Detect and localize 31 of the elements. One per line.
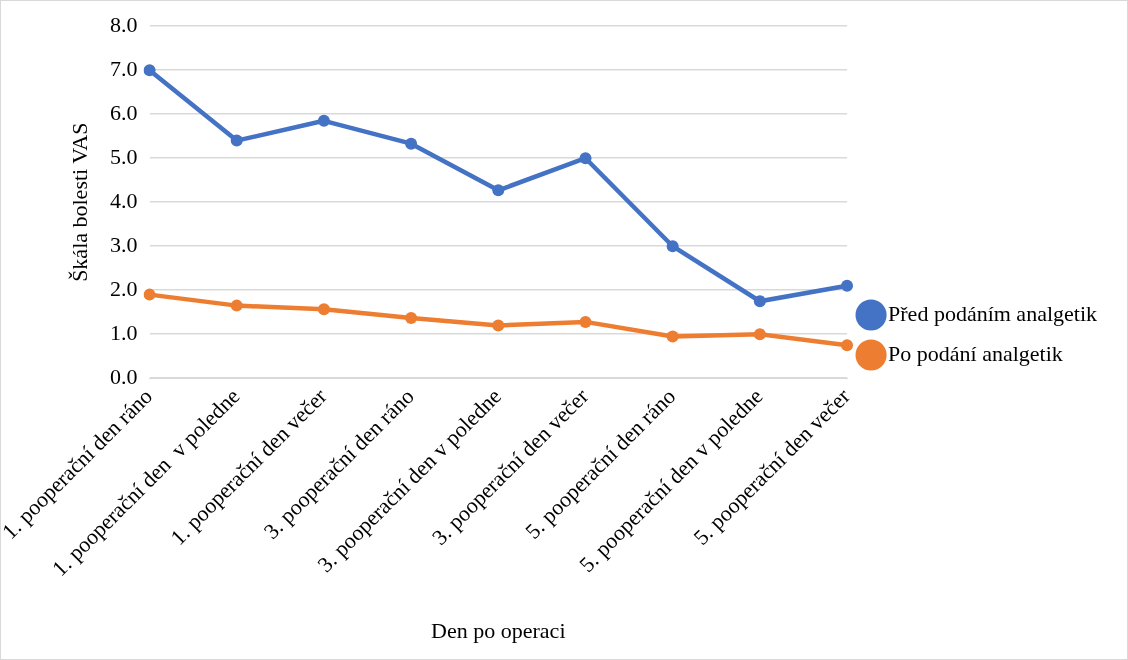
y-tick-label: 7.0 [110,55,138,81]
y-tick-label: 6.0 [110,99,138,125]
y-tick-label: 4.0 [110,188,138,213]
point [753,295,766,308]
point [579,315,592,328]
y-axis-title: Škála bolesti VAS [66,122,92,282]
y-tick-label: 3.0 [110,232,138,257]
point [143,64,156,77]
point [405,311,418,324]
legend-label: Před podáním analgetik [888,300,1098,326]
y-tick-label: 5.0 [110,143,138,169]
point [230,299,243,312]
point [492,184,505,197]
y-tick-label: 8.0 [110,11,138,37]
point [841,279,854,292]
point [753,328,766,341]
y-tick-label: 1.0 [110,320,138,346]
point [841,339,854,352]
point [405,137,418,150]
point [230,134,243,147]
point [143,288,156,301]
y-tick-label: 2.0 [110,276,138,301]
point [317,303,330,316]
point [492,319,505,332]
y-tick-label: 0.0 [110,364,138,390]
x-axis-title: Den po operaci [431,617,566,643]
point [317,114,330,127]
legend-label: Po podání analgetik [888,340,1063,366]
point [579,152,592,165]
point [666,240,679,253]
point [666,330,679,343]
